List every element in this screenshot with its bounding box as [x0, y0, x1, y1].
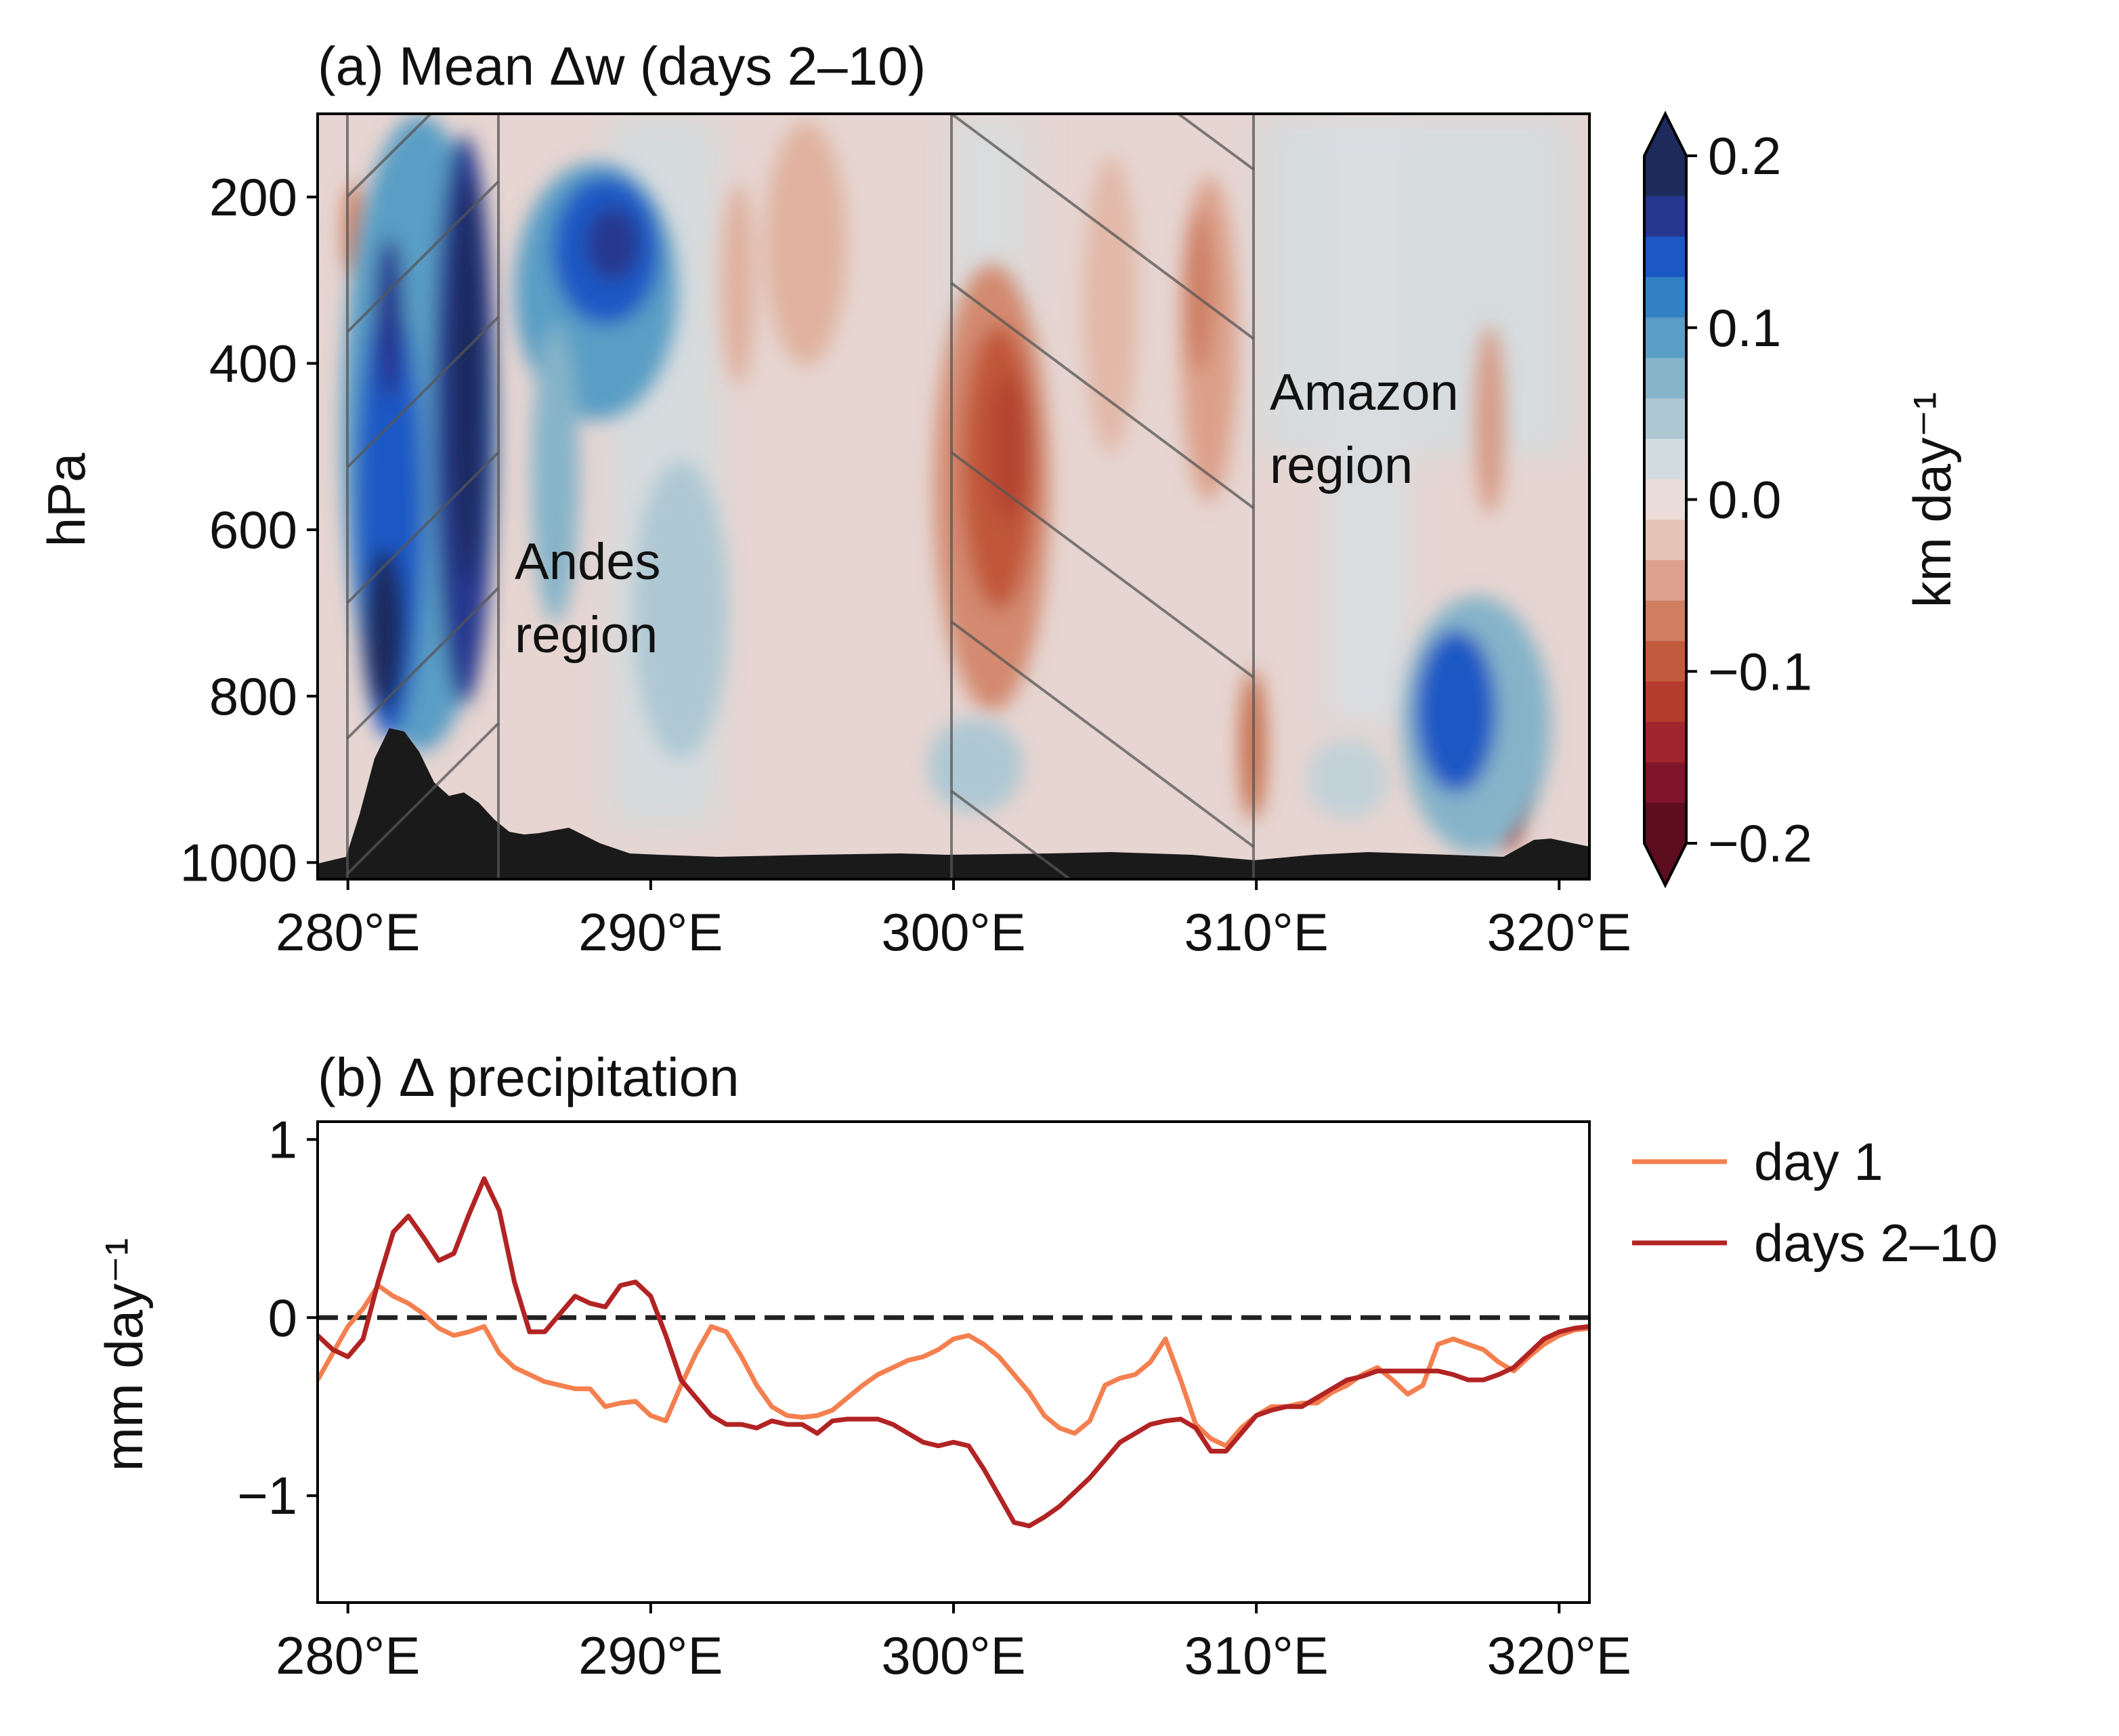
colorbar-segment	[1644, 520, 1686, 562]
y-tick-label-b: 0	[268, 1288, 297, 1347]
colorbar-segment	[1644, 317, 1686, 359]
x-tick-label-a: 300°E	[881, 902, 1025, 962]
x-tick-label-b: 280°E	[276, 1626, 420, 1685]
colorbar-extend-top	[1644, 114, 1686, 156]
y-tick-label-b: −1	[237, 1466, 297, 1525]
terrain	[318, 728, 1589, 879]
panel-b-ylabel: mm day⁻¹	[94, 1238, 154, 1472]
negative-features	[343, 122, 1524, 850]
colorbar-tick-label: 0.0	[1708, 470, 1781, 530]
x-tick-label-b: 310°E	[1184, 1626, 1328, 1685]
panel-b-title: (b) Δ precipitation	[318, 1047, 740, 1107]
amazon-label-line1: Amazon	[1270, 364, 1459, 421]
series-line-day1	[318, 1283, 1589, 1449]
colorbar-segment	[1644, 641, 1686, 683]
colorbar-extend-bottom	[1644, 843, 1686, 885]
positive-features	[342, 115, 1551, 853]
colorbar-tick-label: 0.2	[1708, 126, 1781, 186]
y-tick-label-b: 1	[268, 1109, 297, 1169]
colorbar-segment	[1644, 156, 1686, 197]
colorbar-segment	[1644, 236, 1686, 278]
panel-a-title: (a) Mean Δw (days 2–10)	[318, 36, 926, 96]
colorbar-tick-label: −0.2	[1708, 813, 1812, 873]
colorbar-segment	[1644, 196, 1686, 238]
andes-label-line2: region	[515, 606, 658, 664]
x-tick-label-a: 280°E	[276, 902, 420, 962]
colorbar-segment	[1644, 358, 1686, 400]
x-tick-label-b: 300°E	[881, 1626, 1025, 1685]
amazon-label-line2: region	[1270, 437, 1413, 494]
y-tick-label-a: 1000	[179, 832, 297, 892]
panel-b-plot	[318, 1176, 1589, 1529]
colorbar-segment	[1644, 438, 1686, 480]
colorbar-segment	[1644, 762, 1686, 804]
colorbar-segment	[1644, 560, 1686, 601]
y-tick-label-a: 400	[209, 333, 297, 393]
colorbar-segment	[1644, 398, 1686, 440]
hatch-andes	[346, 114, 500, 879]
colorbar-tick-label: 0.1	[1708, 298, 1781, 358]
colorbar-segment	[1644, 803, 1686, 844]
series-line-days210	[318, 1176, 1589, 1529]
x-tick-label-a: 320°E	[1487, 902, 1631, 962]
x-tick-label-a: 310°E	[1184, 902, 1328, 962]
panel-a-ylabel: hPa	[37, 452, 96, 547]
colorbar: 0.2 0.1 0.0 −0.1 −0.2	[1643, 110, 1812, 889]
colorbar-segment	[1644, 600, 1686, 642]
colorbar-segment	[1644, 681, 1686, 723]
x-tick-label-a: 290°E	[578, 902, 723, 962]
colorbar-label: km day⁻¹	[1902, 392, 1962, 608]
colorbar-segment	[1644, 479, 1686, 521]
colorbar-segment	[1644, 277, 1686, 318]
y-tick-label-a: 600	[209, 500, 297, 559]
legend-label-days210: days 2–10	[1754, 1213, 1998, 1273]
panel-b-axes: 280°E 290°E 300°E 310°E 320°E 1 0 −1	[237, 1109, 1631, 1685]
panel-a-axes: 280°E 290°E 300°E 310°E 320°E 200 400 600 800 100…	[179, 167, 1631, 962]
x-tick-label-b: 320°E	[1487, 1626, 1631, 1685]
legend-label-day1: day 1	[1754, 1132, 1883, 1191]
y-tick-label-a: 800	[209, 666, 297, 726]
andes-label-line1: Andes	[515, 533, 661, 591]
hatch-amazon	[950, 114, 1255, 879]
legend: day 1 days 2–10	[1632, 1132, 1998, 1273]
colorbar-tick-label: −0.1	[1708, 641, 1812, 701]
panel-a-plot	[318, 114, 1589, 879]
x-tick-label-b: 290°E	[578, 1626, 723, 1685]
y-tick-label-a: 200	[209, 167, 297, 227]
colorbar-segment	[1644, 721, 1686, 763]
